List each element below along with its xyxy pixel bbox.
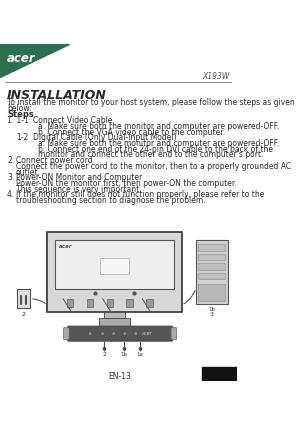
- Text: Connect power cord: Connect power cord: [16, 156, 92, 165]
- Bar: [198, 263, 225, 270]
- FancyBboxPatch shape: [68, 326, 173, 341]
- Text: Digital Cable (Only Dual-Input Model): Digital Cable (Only Dual-Input Model): [33, 133, 177, 142]
- Text: Power-ON the monitor first, then power-ON the computer.: Power-ON the monitor first, then power-O…: [16, 179, 237, 188]
- Text: outlet.: outlet.: [16, 167, 41, 176]
- Circle shape: [112, 332, 116, 336]
- Text: 3.: 3.: [7, 173, 14, 182]
- Circle shape: [101, 332, 105, 336]
- Bar: [17, 289, 30, 308]
- Bar: [55, 240, 174, 289]
- Text: X193W: X193W: [202, 72, 230, 81]
- Bar: [67, 299, 74, 307]
- Bar: [198, 254, 225, 260]
- Bar: [87, 299, 93, 307]
- FancyBboxPatch shape: [64, 328, 69, 340]
- Bar: [126, 299, 133, 307]
- FancyBboxPatch shape: [171, 328, 177, 340]
- Bar: [198, 273, 225, 279]
- Text: acer: acer: [6, 52, 35, 65]
- Bar: [202, 367, 237, 381]
- Text: b. Connect one end of the 24-pin DVI cable to the back of the: b. Connect one end of the 24-pin DVI cab…: [38, 145, 273, 154]
- Text: 1a: 1a: [136, 352, 143, 357]
- Text: If the monitor still does not function properly, please refer to the: If the monitor still does not function p…: [16, 190, 264, 199]
- Text: To install the monitor to your host system, please follow the steps as given: To install the monitor to your host syst…: [7, 98, 295, 107]
- Text: acer: acer: [142, 331, 153, 336]
- Text: Connect the power cord to the monitor, then to a properly grounded AC: Connect the power cord to the monitor, t…: [16, 162, 291, 171]
- Text: 1-2: 1-2: [16, 133, 28, 142]
- Circle shape: [88, 332, 92, 336]
- Bar: [196, 240, 228, 304]
- Text: 2: 2: [22, 311, 26, 317]
- Bar: [107, 299, 113, 307]
- Bar: [99, 318, 130, 332]
- Bar: [198, 245, 225, 250]
- Text: 1b: 1b: [208, 307, 215, 312]
- Text: Power-ON Monitor and Computer: Power-ON Monitor and Computer: [16, 173, 142, 182]
- Text: Steps: Steps: [7, 110, 34, 119]
- Text: a. Make sure both the monitor and computer are powered-OFF.: a. Make sure both the monitor and comput…: [38, 139, 279, 148]
- FancyBboxPatch shape: [86, 331, 143, 339]
- Text: acer: acer: [59, 245, 73, 249]
- Text: This sequence is very important.: This sequence is very important.: [16, 184, 141, 193]
- Bar: [146, 299, 152, 307]
- Text: INSTALLATION: INSTALLATION: [7, 89, 107, 102]
- Text: a. Make sure both the monitor and computer are powered-OFF.: a. Make sure both the monitor and comput…: [38, 122, 279, 131]
- Circle shape: [134, 332, 138, 336]
- Bar: [198, 284, 225, 301]
- Text: monitor and connect the other end to the computer's port.: monitor and connect the other end to the…: [38, 150, 263, 159]
- Text: 2.: 2.: [7, 156, 14, 165]
- Bar: [47, 233, 182, 311]
- Circle shape: [123, 332, 127, 336]
- Text: b. Connect the VGA video cable to the computer.: b. Connect the VGA video cable to the co…: [38, 128, 225, 137]
- Text: 1b: 1b: [121, 352, 128, 357]
- Polygon shape: [0, 44, 70, 78]
- Text: troubleshooting section to diagnose the problem.: troubleshooting section to diagnose the …: [16, 196, 206, 205]
- Text: 4.: 4.: [7, 190, 14, 199]
- Text: 1. 1-1: 1. 1-1: [7, 116, 29, 125]
- Text: below:: below:: [7, 104, 32, 113]
- Bar: [100, 258, 129, 273]
- Text: 2: 2: [102, 352, 106, 357]
- Text: Connect Video Cable: Connect Video Cable: [33, 116, 113, 125]
- Text: 3: 3: [210, 311, 214, 317]
- Text: EN-13: EN-13: [109, 372, 132, 381]
- Bar: [104, 311, 125, 318]
